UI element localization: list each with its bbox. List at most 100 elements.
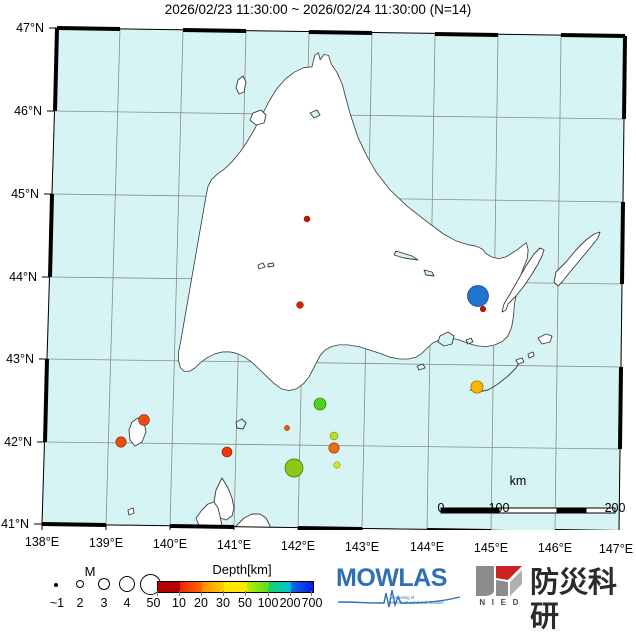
hypocenter-marker[interactable] — [296, 301, 304, 309]
lon-label-141: 141°E — [216, 538, 252, 552]
colorbar-segment-1 — [180, 582, 203, 592]
hypocenter-marker[interactable] — [313, 397, 327, 411]
mowlas-waveform-icon — [337, 589, 461, 608]
depth-label-100: 100 — [257, 596, 279, 610]
scale-bar — [440, 507, 616, 514]
rebun-island — [235, 75, 247, 95]
shikotan-island — [537, 333, 553, 345]
lat-label-44: 44°N — [9, 270, 37, 284]
hokkaido-island — [178, 52, 529, 392]
colorbar-tick-0 — [157, 591, 158, 596]
colorbar-tick-6 — [290, 591, 291, 596]
nied-acronym: N I E D — [479, 598, 521, 607]
depth-label-20: 20 — [194, 596, 208, 610]
hypocenter-marker[interactable] — [329, 431, 339, 441]
hypocenter-layer[interactable] — [115, 215, 489, 478]
mowlas-tagline-line1: Monitoring of — [390, 595, 415, 600]
lon-label-138: 138°E — [24, 535, 60, 549]
magnitude-label-3: 3 — [100, 596, 108, 610]
islet-b — [267, 262, 275, 268]
lat-label-42: 42°N — [4, 435, 32, 449]
colorbar-segment-6 — [290, 582, 313, 592]
scale-tick-200: 200 — [604, 501, 626, 515]
lon-label-146: 146°E — [537, 541, 573, 555]
lon-label-144: 144°E — [409, 540, 445, 554]
hypocenter-marker[interactable] — [328, 442, 340, 454]
hypocenter-marker[interactable] — [284, 425, 290, 431]
depth-legend-title: Depth[km] — [212, 562, 272, 577]
page-title: 2026/02/23 11:30:00 ~ 2026/02/24 11:30:0… — [164, 2, 472, 17]
lat-label-45: 45°N — [11, 187, 39, 201]
lake-notoro — [423, 269, 435, 277]
map-panel[interactable]: 47°N 46°N 45°N 44°N 43°N 42°N 41°N — [0, 18, 636, 531]
colorbar-tick-3 — [223, 591, 224, 596]
lat-label-41: 41°N — [1, 517, 29, 531]
map-frame — [34, 26, 627, 530]
lon-label-147: 147°E — [598, 542, 634, 556]
depth-label-30: 30 — [216, 596, 230, 610]
hypocenter-marker[interactable] — [221, 446, 233, 458]
habomai-islet-2 — [527, 351, 535, 359]
magnitude-symbol-3 — [98, 578, 110, 590]
scale-tick-100: 100 — [488, 501, 510, 515]
magnitude-label-5: 5 — [146, 596, 154, 610]
magnitude-label-1: ~1 — [49, 596, 65, 610]
habomai-islets — [515, 357, 525, 365]
lake-mashu — [465, 337, 474, 345]
hypocenter-marker[interactable] — [470, 380, 484, 394]
magnitude-symbol-2 — [76, 580, 84, 588]
islet-a — [257, 262, 266, 270]
mowlas-tagline-line2: Waves on Land and Seafloor — [390, 600, 444, 605]
mowlas-wordmark: MOWLAS — [336, 564, 447, 592]
colorbar-tick-5 — [268, 591, 269, 596]
colorbar-segment-3 — [224, 582, 247, 592]
scale-tick-0: 0 — [437, 501, 445, 515]
depth-label-200: 200 — [279, 596, 301, 610]
magnitude-symbol-4 — [119, 576, 135, 592]
lon-label-143: 143°E — [344, 540, 380, 554]
depth-label-700: 700 — [301, 596, 323, 610]
lat-label-46: 46°N — [14, 104, 42, 118]
hypocenter-marker[interactable] — [467, 285, 489, 307]
lat-label-47: 47°N — [16, 21, 44, 35]
etorofu-island — [553, 231, 601, 287]
lake-toya — [235, 418, 247, 430]
colorbar-tick-2 — [201, 591, 202, 596]
colorbar-segment-0 — [158, 582, 181, 592]
coastline-layer — [127, 52, 601, 530]
hypocenter-marker[interactable] — [284, 458, 304, 478]
mowlas-logo[interactable]: MOWLAS Monitoring of Waves on Land and S… — [336, 566, 462, 608]
lon-label-145: 145°E — [473, 541, 509, 555]
oshima-south-tip — [213, 477, 235, 521]
scale-bar-unit: km — [509, 474, 527, 488]
hypocenter-marker[interactable] — [138, 414, 150, 426]
colorbar-segment-2 — [202, 582, 225, 592]
nied-japanese-name: 防災科研 — [530, 565, 618, 633]
magnitude-label-4: 4 — [123, 596, 131, 610]
colorbar-tick-7 — [311, 591, 312, 596]
colorbar-segment-4 — [246, 582, 269, 592]
map-canvas[interactable] — [0, 18, 636, 530]
lon-label-139: 139°E — [88, 536, 124, 550]
depth-colorbar — [157, 581, 314, 593]
hypocenter-marker[interactable] — [333, 461, 341, 469]
rishiri-island — [249, 109, 267, 126]
colorbar-tick-1 — [179, 591, 180, 596]
magnitude-legend-title: M — [84, 564, 96, 579]
legend-panel: M ~1 2 3 4 5 Depth[km] 0 10 — [0, 530, 636, 611]
lon-label-142: 142°E — [280, 539, 316, 553]
lake-kussharo — [437, 331, 455, 347]
magnitude-label-2: 2 — [76, 596, 84, 610]
magnitude-symbol-1 — [54, 583, 58, 587]
lon-label-140: 140°E — [152, 537, 188, 551]
depth-label-10: 10 — [172, 596, 186, 610]
nied-logo[interactable]: N I E D 防災科研 — [474, 564, 632, 633]
depth-label-50: 50 — [238, 596, 252, 610]
colorbar-tick-4 — [245, 591, 246, 596]
hypocenter-marker[interactable] — [303, 215, 311, 223]
hypocenter-marker[interactable] — [115, 436, 127, 448]
lake-saroma — [393, 250, 419, 261]
islet-c — [127, 507, 135, 516]
hypocenter-marker[interactable] — [479, 305, 487, 313]
lake-shikotsu — [416, 363, 426, 371]
